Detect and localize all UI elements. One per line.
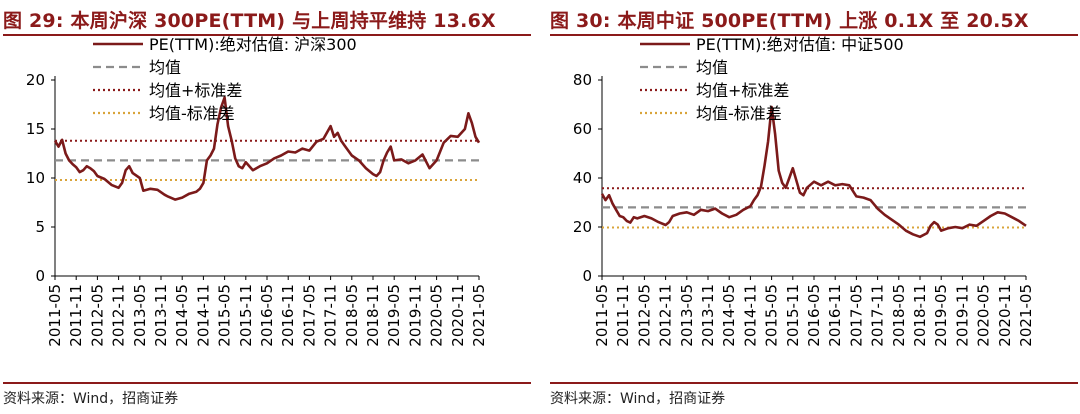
x-tick-label: 2017-11 <box>322 284 340 347</box>
x-tick-label: 2019-05 <box>385 284 403 347</box>
x-tick-label: 2014-11 <box>741 284 759 347</box>
chart-panel-hs300: 图 29: 本周沪深 300PE(TTM) 与上周持平维持 13.6X 0 5 10… <box>3 0 531 414</box>
y-tick-label: 60 <box>573 120 592 138</box>
x-tick-label: 2018-05 <box>343 284 361 347</box>
x-tick-label: 2015-05 <box>216 284 234 347</box>
x-tick-label: 2017-05 <box>847 284 865 347</box>
y-tick-label: 5 <box>35 218 45 236</box>
y-tick-label: 40 <box>573 169 592 187</box>
legend-label: 均值+标准差 <box>696 81 789 100</box>
y-tick-label: 0 <box>582 267 592 285</box>
x-tick-label: 2020-11 <box>996 284 1014 347</box>
title-rule <box>550 34 1078 36</box>
x-tick-label: 2016-11 <box>826 284 844 347</box>
chart-title: 图 30: 本周中证 500PE(TTM) 上涨 0.1X 至 20.5X <box>550 10 1029 32</box>
legend-label: PE(TTM):绝对估值: 中证500 <box>696 35 904 54</box>
x-tick-label: 2017-05 <box>300 284 318 347</box>
x-tick-label: 2018-05 <box>890 284 908 347</box>
title-rule <box>3 34 531 36</box>
x-tick-label: 2016-11 <box>279 284 297 347</box>
x-tick-label: 2014-05 <box>173 284 191 347</box>
y-tick-label: 0 <box>35 267 45 285</box>
x-tick-label: 2020-05 <box>428 284 446 347</box>
source-label: 资料来源：Wind，招商证券 <box>550 391 726 407</box>
x-tick-label: 2012-05 <box>88 284 106 347</box>
x-tick-label: 2012-11 <box>657 284 675 347</box>
y-tick-label: 20 <box>26 71 45 89</box>
x-tick-label: 2011-11 <box>614 284 632 347</box>
y-tick-label: 10 <box>26 169 45 187</box>
x-tick-label: 2016-05 <box>258 284 276 347</box>
legend-label: 均值+标准差 <box>149 81 242 100</box>
y-tick-label: 15 <box>26 120 45 138</box>
legend-label: 均值 <box>696 58 728 77</box>
legend-label: 均值 <box>149 58 181 77</box>
legend-label: 均值-标准差 <box>696 104 782 123</box>
x-tick-label: 2021-05 <box>1017 284 1035 347</box>
x-tick-label: 2021-05 <box>470 284 488 347</box>
x-tick-label: 2015-05 <box>763 284 781 347</box>
y-tick-label: 20 <box>573 218 592 236</box>
y-tick-label: 80 <box>573 71 592 89</box>
series-line <box>600 105 1027 239</box>
x-tick-label: 2012-05 <box>635 284 653 347</box>
x-tick-label: 2019-11 <box>953 284 971 347</box>
x-tick-label: 2011-05 <box>46 284 64 347</box>
source-rule <box>550 382 1078 384</box>
x-tick-label: 2020-05 <box>975 284 993 347</box>
x-tick-label: 2019-05 <box>932 284 950 347</box>
chart-title: 图 29: 本周沪深 300PE(TTM) 与上周持平维持 13.6X <box>3 10 496 32</box>
legend-label: 均值-标准差 <box>149 104 235 123</box>
legend-label: PE(TTM):绝对估值: 沪深300 <box>149 35 357 54</box>
x-tick-label: 2018-11 <box>364 284 382 347</box>
source-rule <box>3 382 531 384</box>
x-tick-label: 2013-11 <box>152 284 170 347</box>
x-tick-label: 2013-05 <box>131 284 149 347</box>
x-tick-label: 2015-11 <box>784 284 802 347</box>
x-tick-label: 2014-11 <box>194 284 212 347</box>
x-tick-label: 2011-11 <box>67 284 85 347</box>
x-tick-label: 2011-05 <box>593 284 611 347</box>
series-line <box>53 96 481 201</box>
x-tick-label: 2014-05 <box>720 284 738 347</box>
x-tick-label: 2019-11 <box>406 284 424 347</box>
source-label: 资料来源：Wind，招商证券 <box>3 391 179 407</box>
x-tick-label: 2016-05 <box>805 284 823 347</box>
x-tick-label: 2018-11 <box>911 284 929 347</box>
x-tick-label: 2013-05 <box>678 284 696 347</box>
x-tick-label: 2017-11 <box>869 284 887 347</box>
x-tick-label: 2020-11 <box>449 284 467 347</box>
x-tick-label: 2013-11 <box>699 284 717 347</box>
x-tick-label: 2015-11 <box>237 284 255 347</box>
x-tick-label: 2012-11 <box>110 284 128 347</box>
